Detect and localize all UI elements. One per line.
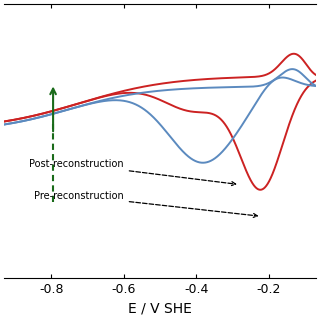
Text: Post-reconstruction: Post-reconstruction	[29, 159, 236, 186]
Text: Pre-reconstruction: Pre-reconstruction	[34, 191, 257, 217]
X-axis label: E / V SHE: E / V SHE	[128, 302, 192, 316]
